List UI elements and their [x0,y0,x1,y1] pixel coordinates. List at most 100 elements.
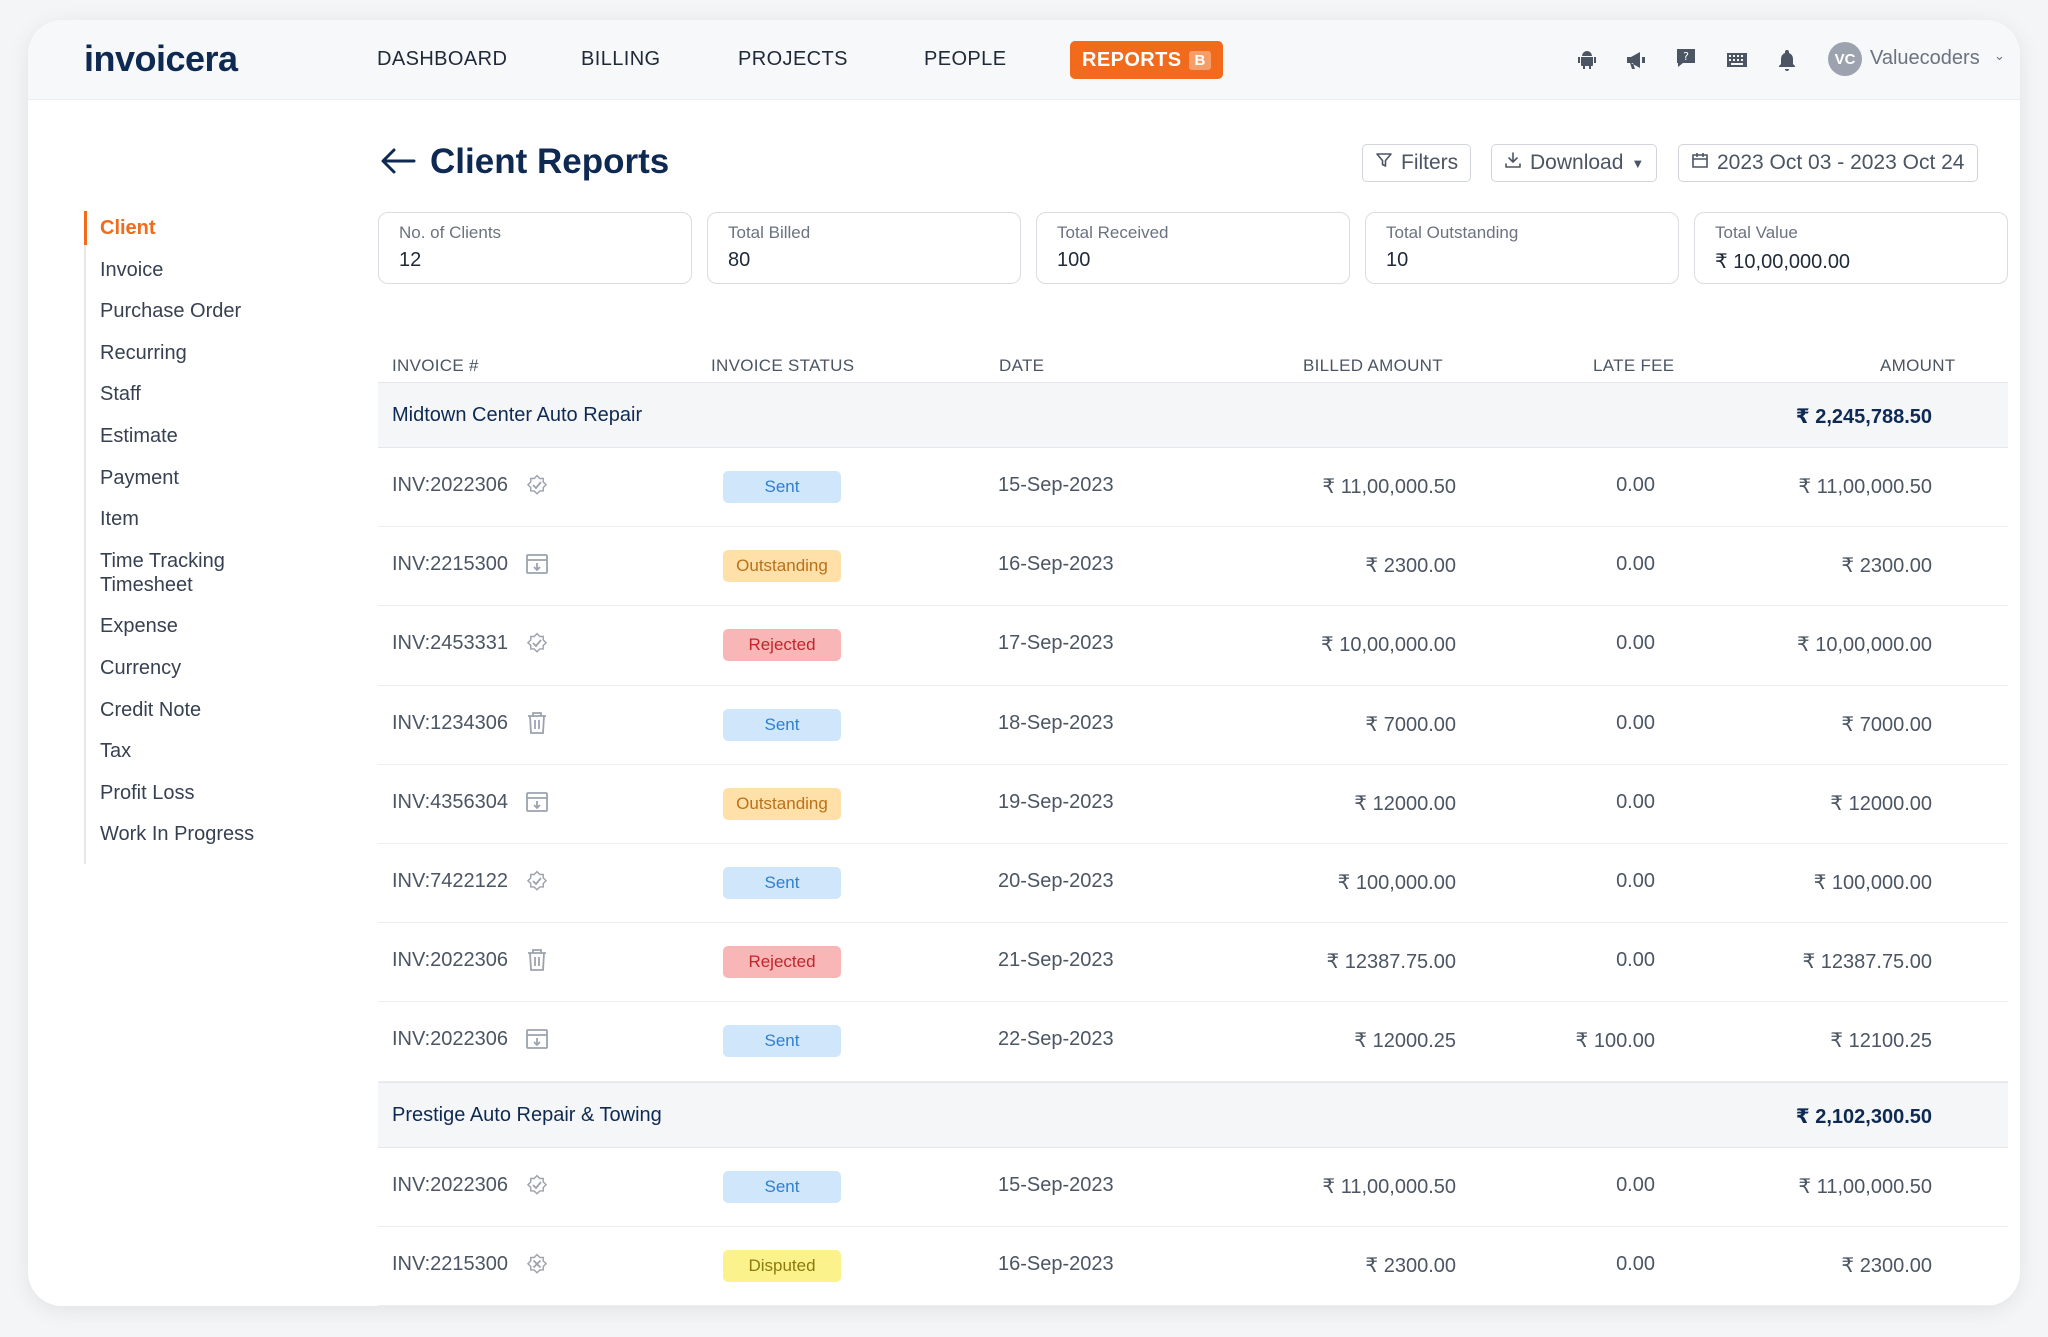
archive-icon[interactable] [524,789,550,817]
disputed-icon[interactable] [524,1251,550,1279]
trash-icon[interactable] [524,947,550,975]
table-row[interactable]: INV:7422122 Sent 20-Sep-2023 ₹ 100,000.00 0.… [378,844,2008,924]
table-row[interactable]: INV:1234306 Sent 18-Sep-2023 ₹ 7000.00 0.00 ₹… [378,686,2008,765]
sidebar-item-staff[interactable]: Staff [100,383,141,406]
table-row[interactable]: INV:4356304 Outstanding 19-Sep-2023 ₹ 12000… [378,765,2008,844]
stat-card-total-value: Total Value ₹ 10,00,000.00 [1694,212,2008,284]
amount: ₹ 12000.00 [1830,792,1932,815]
sidebar-item-client[interactable]: Client [84,211,306,245]
table-row[interactable]: INV:2453331 Rejected 17-Sep-2023 ₹ 10,00,00… [378,606,2008,686]
android-icon[interactable] [1571,44,1603,76]
invoice-number[interactable]: INV:7422122 [392,869,509,892]
late-fee: 0.00 [1616,553,1655,576]
table-row[interactable]: INV:2022306 Sent 15-Sep-2023 ₹ 11,00,000.50… [378,1148,2008,1227]
chevron-down-icon[interactable]: ⌄ [1994,48,2005,63]
amount: ₹ 2300.00 [1841,1254,1932,1277]
invoice-number[interactable]: INV:2022306 [392,1173,509,1196]
stat-label: Total Received [1057,223,1169,242]
amount: ₹ 2300.00 [1841,555,1932,578]
bell-icon[interactable] [1771,44,1803,76]
megaphone-icon[interactable] [1620,44,1652,76]
sidebar-item-payment[interactable]: Payment [100,466,179,489]
sidebar-item-tax[interactable]: Tax [100,740,132,763]
client-group-row[interactable]: Midtown Center Auto Repair ₹ 2,245,788.50 [378,382,2008,448]
stat-value: 80 [728,249,751,271]
invoice-number[interactable]: INV:4356304 [392,790,509,813]
sidebar-item-currency[interactable]: Currency [100,656,182,679]
client-name[interactable]: Midtown Center Auto Repair [392,404,643,426]
late-fee: 0.00 [1616,474,1655,496]
client-name[interactable]: Prestige Auto Repair & Towing [392,1103,662,1126]
billed-amount: ₹ 10,00,000.00 [1320,634,1456,657]
sidebar-item-expense[interactable]: Expense [100,615,178,638]
keyboard-icon[interactable] [1721,44,1753,76]
billed-amount: ₹ 12000.00 [1354,792,1456,815]
invoice-date: 17-Sep-2023 [998,632,1114,655]
invoice-number[interactable]: INV:1234306 [392,711,509,734]
header-late-fee[interactable]: LATE FEE [1593,356,1675,375]
sidebar-item-credit-note[interactable]: Credit Note [100,698,202,721]
sidebar-item-invoice[interactable]: Invoice [100,258,164,281]
sidebar-item-work-in-progress[interactable]: Work In Progress [100,823,255,846]
back-arrow-icon[interactable] [378,144,418,178]
amount: ₹ 7000.00 [1841,713,1932,736]
svg-text:?: ? [1683,50,1689,63]
date-range-picker[interactable]: 2023 Oct 03 - 2023 Oct 24 [1678,144,1978,182]
invoice-number[interactable]: INV:2215300 [392,1252,509,1275]
nav-billing[interactable]: BILLING [581,48,661,70]
verified-icon[interactable] [524,1172,550,1200]
invoice-number[interactable]: INV:2022306 [392,1028,509,1051]
late-fee: 0.00 [1616,869,1655,892]
invoice-number[interactable]: INV:2215300 [392,553,509,576]
sidebar-item-profit-loss[interactable]: Profit Loss [100,781,195,804]
status-badge: Sent [723,866,841,899]
verified-icon[interactable] [524,868,550,896]
nav-projects[interactable]: PROJECTS [738,48,848,70]
billed-amount: ₹ 7000.00 [1365,713,1456,736]
late-fee: ₹ 100.00 [1575,1030,1655,1053]
header-billed-amount[interactable]: BILLED AMOUNT [1303,356,1443,375]
nav-reports-badge: B [1189,50,1211,70]
trash-icon[interactable] [524,710,550,738]
invoice-number[interactable]: INV:2022306 [392,949,509,972]
table-row[interactable]: INV:2022306 Sent 22-Sep-2023 ₹ 12000.25 ₹ 10… [378,1002,2008,1082]
filters-button[interactable]: Filters [1362,144,1472,182]
client-group-row[interactable]: Prestige Auto Repair & Towing ₹ 2,102,300… [378,1081,2008,1148]
invoice-date: 21-Sep-2023 [998,949,1114,972]
client-total: ₹ 2,245,788.50 [1795,406,1932,428]
late-fee: 0.00 [1616,1173,1655,1196]
sidebar-item-time-tracking[interactable]: Time Tracking Timesheet [100,549,225,596]
verified-icon[interactable] [524,472,550,500]
header-date[interactable]: DATE [999,356,1045,375]
nav-dashboard[interactable]: DASHBOARD [377,48,508,70]
amount: ₹ 100,000.00 [1813,871,1932,894]
sidebar-item-purchase-order[interactable]: Purchase Order [100,300,242,323]
top-navbar: invoicera DASHBOARD BILLING PROJECTS PEO… [28,20,2020,100]
invoicera-logo[interactable]: invoicera [84,38,238,79]
archive-icon[interactable] [524,1026,550,1054]
header-invoice[interactable]: INVOICE # [392,356,479,375]
avatar[interactable]: VC [1828,42,1862,76]
user-name[interactable]: Valuecoders [1870,47,1980,69]
archive-icon[interactable] [524,551,550,579]
nav-people[interactable]: PEOPLE [924,48,1007,70]
header-invoice-status[interactable]: INVOICE STATUS [711,356,855,375]
invoice-number[interactable]: INV:2022306 [392,474,509,496]
client-total: ₹ 2,102,300.50 [1795,1105,1932,1128]
verified-icon[interactable] [524,630,550,658]
help-icon[interactable]: ? [1670,42,1702,74]
invoice-date: 16-Sep-2023 [998,553,1114,576]
header-amount[interactable]: AMOUNT [1880,356,1956,375]
amount: ₹ 11,00,000.50 [1798,1175,1932,1198]
table-row[interactable]: INV:2215300 Disputed 16-Sep-2023 ₹ 2300.00 0… [378,1227,2008,1306]
sidebar-item-item[interactable]: Item [100,508,139,531]
table-row[interactable]: INV:2022306 Rejected 21-Sep-2023 ₹ 12387.75… [378,923,2008,1003]
download-button[interactable]: Download ▼ [1491,144,1658,182]
nav-reports[interactable]: REPORTS B [1070,41,1223,79]
table-row[interactable]: INV:2022306 Sent 15-Sep-2023 ₹ 11,00,000.50… [378,448,2008,528]
sidebar-item-recurring[interactable]: Recurring [100,341,187,364]
table-row[interactable]: INV:2215300 Outstanding 16-Sep-2023 ₹ 2300.… [378,527,2008,607]
invoice-number[interactable]: INV:2453331 [392,632,509,655]
amount: ₹ 12100.25 [1830,1030,1932,1053]
sidebar-item-estimate[interactable]: Estimate [100,424,178,447]
